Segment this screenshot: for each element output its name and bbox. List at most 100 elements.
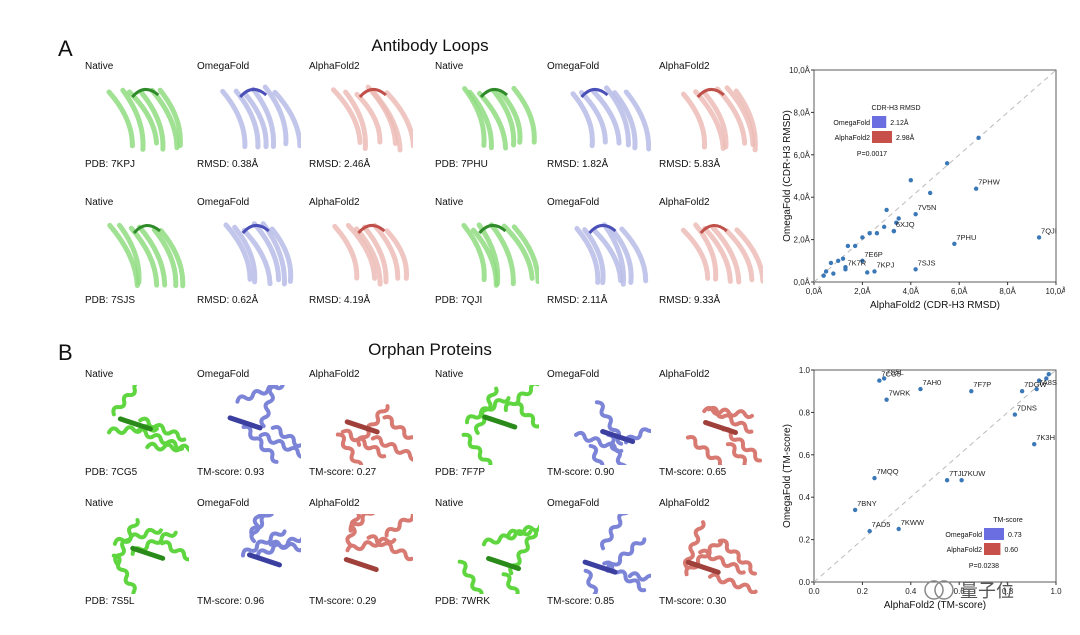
labeled-data-point <box>959 478 964 483</box>
y-axis-label: OmegaFold (TM-score) <box>782 424 793 528</box>
structure-header: AlphaFold2 <box>659 369 710 380</box>
x-tick-label: 4,0Å <box>903 287 920 296</box>
structure-header: Native <box>435 197 464 208</box>
structure-header: Native <box>85 61 114 72</box>
structure-cell: AlphaFold2 TM-score: 0.29 <box>309 498 419 616</box>
inset-bar-value: 0.73 <box>1008 532 1022 539</box>
protein-structure-icon <box>343 514 413 573</box>
data-point <box>845 243 851 249</box>
protein-structure-icon <box>111 518 189 594</box>
structure-caption: RMSD: 2.11Å <box>547 295 608 306</box>
labeled-data-point <box>881 376 887 381</box>
structure-header: OmegaFold <box>547 197 600 208</box>
protein-structure-icon <box>330 84 413 153</box>
data-point <box>976 135 981 141</box>
protein-structure-icon <box>457 521 539 594</box>
watermark-logo-icon: 量子位 <box>924 580 1014 601</box>
x-axis-label: AlphaFold2 (TM-score) <box>884 600 986 611</box>
inset-title: CDR-H3 RMSD <box>872 105 921 112</box>
point-label: 7F7P <box>973 380 991 389</box>
data-point <box>836 258 841 263</box>
structure-caption: TM-score: 0.29 <box>309 596 377 607</box>
labeled-data-point <box>973 186 979 191</box>
labeled-data-point <box>843 267 848 272</box>
protein-structure-icon <box>106 385 189 454</box>
structure-cell: OmegaFold TM-score: 0.96 <box>197 498 307 616</box>
labeled-data-point <box>1036 235 1042 240</box>
y-tick-label: 0.0 <box>799 578 811 587</box>
x-tick-label: 8,0Å <box>999 287 1016 296</box>
x-tick-label: 1.0 <box>1050 587 1062 596</box>
protein-structure-icon <box>220 84 301 150</box>
structure-caption: TM-score: 0.27 <box>309 467 377 478</box>
point-label: 7AD5 <box>872 520 891 529</box>
structure-header: OmegaFold <box>197 498 250 509</box>
panel-a-letter: A <box>58 36 73 61</box>
point-label: 7PHW <box>978 178 1001 187</box>
structure-header: OmegaFold <box>197 61 250 72</box>
protein-structure-icon <box>462 85 537 151</box>
labeled-data-point <box>1034 386 1039 392</box>
x-tick-label: 0.2 <box>857 587 869 596</box>
point-label: 7AH0 <box>922 378 941 387</box>
labeled-data-point <box>872 475 877 481</box>
labeled-data-point <box>913 211 918 217</box>
watermark-text: 量子位 <box>960 581 1014 601</box>
data-point <box>908 178 913 183</box>
structure-caption: RMSD: 5.83Å <box>659 159 721 170</box>
protein-structure-icon <box>570 85 651 152</box>
structure-caption: PDB: 7S5L <box>85 596 135 607</box>
structure-cell: AlphaFold2 TM-score: 0.65 <box>659 369 769 487</box>
data-point <box>884 207 889 213</box>
protein-structure-icon <box>680 222 763 285</box>
point-label: 7S5L <box>886 367 904 376</box>
data-point <box>860 235 865 240</box>
structure-cell: Native PDB: 7S5L <box>85 498 195 616</box>
structure-cell: Native PDB: 7SJS <box>85 197 195 315</box>
y-tick-label: 4,0Å <box>794 193 811 202</box>
data-point <box>840 256 846 261</box>
point-label: 7CG5 <box>881 370 901 379</box>
inset-bar-value: 0.60 <box>1004 547 1018 554</box>
structure-header: AlphaFold2 <box>659 197 710 208</box>
y-tick-label: 0.4 <box>799 493 811 502</box>
structure-header: OmegaFold <box>197 197 250 208</box>
protein-structure-icon <box>240 514 301 568</box>
structure-header: Native <box>85 197 114 208</box>
x-tick-label: 2,0Å <box>854 287 871 296</box>
structure-header: Native <box>435 61 464 72</box>
structure-cell: Native PDB: 7WRK <box>435 498 545 616</box>
data-point <box>927 190 933 196</box>
protein-structure-icon <box>574 222 649 287</box>
panel-b-letter: B <box>58 340 73 365</box>
point-label: 7WRK <box>889 389 911 398</box>
structure-cell: Native PDB: 7QJI <box>435 197 545 315</box>
labeled-data-point <box>1019 389 1025 394</box>
data-point <box>823 269 829 274</box>
protein-structure-icon <box>106 87 183 152</box>
structure-header: AlphaFold2 <box>309 369 360 380</box>
structure-cell: OmegaFold TM-score: 0.93 <box>197 369 307 487</box>
y-tick-label: 8,0Å <box>794 108 811 117</box>
point-label: 7QJI <box>1041 226 1057 235</box>
protein-structure-icon <box>107 222 186 289</box>
protein-structure-icon <box>461 385 539 465</box>
structure-header: AlphaFold2 <box>659 498 710 509</box>
data-point <box>852 243 858 249</box>
structure-header: OmegaFold <box>547 369 600 380</box>
inset-bar-name: AlphaFold2 <box>947 547 983 554</box>
x-tick-label: 0.4 <box>905 587 917 596</box>
labeled-data-point <box>867 528 872 534</box>
structure-cell: OmegaFold TM-score: 0.90 <box>547 369 657 487</box>
structure-caption: RMSD: 1.82Å <box>547 159 609 170</box>
data-point <box>894 220 899 225</box>
structure-cell: AlphaFold2 TM-score: 0.30 <box>659 498 769 616</box>
structure-header: OmegaFold <box>547 61 600 72</box>
data-point <box>896 216 901 221</box>
point-label: 7DGW <box>1024 380 1047 389</box>
inset-pvalue: P=0.0017 <box>857 151 887 158</box>
labeled-data-point <box>877 378 882 383</box>
structure-cell: Native PDB: 7PHU <box>435 61 545 179</box>
structure-cell: Native PDB: 7CG5 <box>85 369 195 487</box>
protein-structure-icon <box>227 385 301 464</box>
